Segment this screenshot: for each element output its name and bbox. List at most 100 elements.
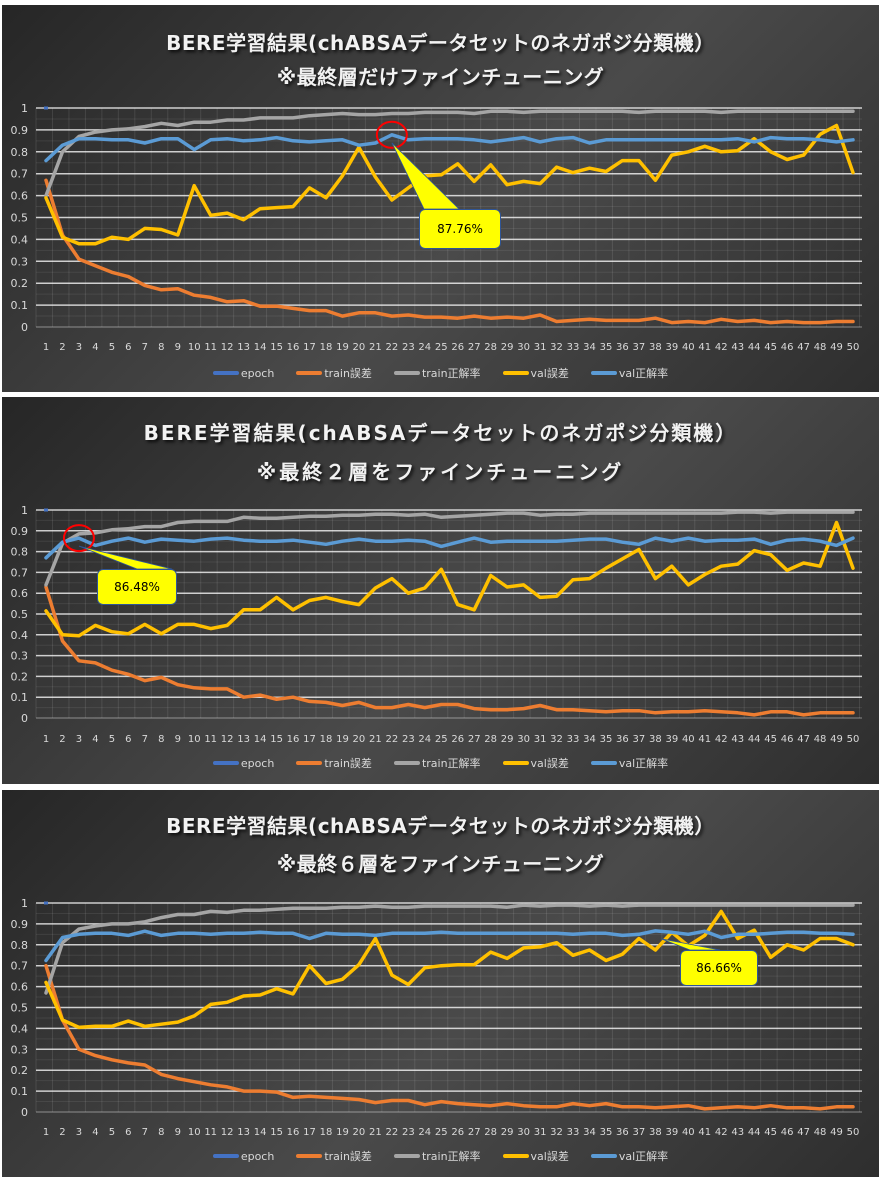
value-callout: 86.48% [97,569,177,605]
x-tick-label: 2 [59,1127,65,1138]
x-tick-label: 25 [435,342,448,353]
x-tick-label: 15 [270,734,283,745]
callout-pointer [391,142,460,210]
chart-title-line2: ※最終２層をファインチューニング [256,460,625,484]
x-tick-label: 23 [402,1127,415,1138]
legend-swatch-icon [590,761,617,765]
x-tick-label: 4 [92,342,98,353]
y-tick-label: 0.8 [11,146,29,159]
legend-swatch-icon [296,1154,323,1158]
legend-label: val正解率 [618,367,669,380]
series-line [44,178,855,325]
y-tick-label: 0.2 [11,1064,29,1077]
x-tick-label: 1 [43,1127,49,1138]
legend-swatch-icon [212,761,239,765]
x-tick-label: 18 [320,734,333,745]
x-tick-label: 11 [204,1127,217,1138]
x-tick-label: 21 [369,342,382,353]
legend-item-val-acc: val正解率 [590,365,669,381]
value-callout: 87.76% [419,209,501,249]
x-tick-label: 47 [797,342,810,353]
x-tick-label: 45 [764,1127,777,1138]
value-callout: 86.66% [680,950,758,986]
series-point [44,901,48,905]
x-tick-label: 28 [484,342,497,353]
x-tick-label: 43 [731,734,744,745]
x-tick-label: 22 [385,342,398,353]
x-tick-label: 7 [142,734,148,745]
legend-item-epoch: epoch [212,755,274,771]
x-tick-label: 50 [847,342,860,353]
x-tick-label: 30 [517,342,530,353]
x-tick-label: 20 [353,734,366,745]
x-tick-label: 6 [125,734,131,745]
y-tick-label: 0.5 [11,608,29,621]
series-line [44,520,855,638]
legend-item-train-loss: train誤差 [296,755,372,771]
x-tick-label: 33 [567,1127,580,1138]
chart-legend: epoch train誤差 train正解率 val誤差 val正解率 [2,755,879,771]
series-line [44,929,855,963]
x-tick-label: 19 [336,734,349,745]
legend-item-epoch: epoch [212,1148,274,1164]
x-tick-label: 43 [731,1127,744,1138]
x-tick-label: 13 [237,734,250,745]
x-tick-label: 42 [715,342,728,353]
legend-item-train-loss: train誤差 [296,1148,372,1164]
y-tick-label: 0.5 [11,1002,29,1015]
legend-label: val誤差 [530,367,569,380]
series-line [44,536,855,560]
x-tick-label: 38 [649,342,662,353]
x-tick-label: 26 [451,734,464,745]
x-tick-label: 17 [303,734,316,745]
x-tick-label: 8 [158,1127,164,1138]
highlight-circle [62,524,95,553]
x-tick-label: 18 [320,1127,333,1138]
legend-label: train誤差 [324,757,372,770]
x-tick-label: 15 [270,342,283,353]
x-tick-label: 41 [698,734,711,745]
x-tick-label: 25 [435,734,448,745]
x-tick-label: 35 [600,1127,613,1138]
x-tick-label: 35 [600,342,613,353]
y-tick-label: 0.8 [11,939,29,952]
x-tick-label: 20 [353,342,366,353]
x-tick-label: 48 [814,734,827,745]
chart-panel-1: BERE学習結果(chABSAデータセットのネガポジ分類機） ※最終層だけファイ… [2,5,879,392]
grid [35,902,862,1113]
highlight-circle [375,120,408,149]
x-tick-label: 8 [158,342,164,353]
x-tick-label: 42 [715,734,728,745]
legend-label: train正解率 [421,367,481,380]
legend-label: train誤差 [324,367,372,380]
x-tick-label: 48 [814,1127,827,1138]
x-tick-label: 9 [175,342,181,353]
x-tick-label: 4 [92,734,98,745]
x-tick-label: 2 [59,734,65,745]
x-tick-label: 22 [385,734,398,745]
legend-item-train-acc: train正解率 [393,1148,481,1164]
x-tick-label: 30 [517,1127,530,1138]
x-tick-label: 25 [435,1127,448,1138]
x-tick-label: 46 [781,734,794,745]
legend-label: train誤差 [324,1150,372,1163]
legend-swatch-icon [590,371,617,375]
x-tick-label: 1 [43,342,49,353]
x-tick-label: 2 [59,342,65,353]
x-tick-label: 19 [336,342,349,353]
x-tick-label: 37 [633,734,646,745]
series-line [44,133,855,163]
y-tick-label: 0 [21,712,28,725]
legend-item-val-loss: val誤差 [502,365,569,381]
x-tick-label: 45 [764,734,777,745]
x-tick-label: 48 [814,342,827,353]
x-tick-label: 17 [303,1127,316,1138]
series-line [44,903,855,995]
chart-title-line2: ※最終層だけファインチューニング [276,65,605,89]
x-tick-label: 14 [254,342,267,353]
y-tick-label: 0.7 [11,168,29,181]
x-tick-label: 24 [418,342,431,353]
chart-legend: epoch train誤差 train正解率 val誤差 val正解率 [2,1148,879,1164]
x-tick-label: 13 [237,342,250,353]
x-tick-label: 38 [649,734,662,745]
